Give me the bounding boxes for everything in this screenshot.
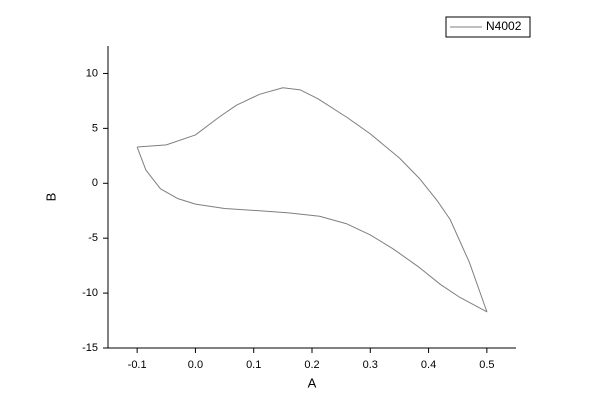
- legend-box: [445, 16, 531, 38]
- x-tick-label: 0.2: [304, 359, 319, 371]
- y-tick-label: 5: [92, 122, 98, 134]
- y-axis-label: B: [43, 193, 58, 202]
- x-tick-label: 0.1: [246, 359, 261, 371]
- y-tick-label: 0: [92, 177, 98, 189]
- y-tick-label: 10: [86, 67, 98, 79]
- x-tick-label: 0.4: [421, 359, 436, 371]
- data-line: [136, 87, 488, 313]
- y-tick-label: -15: [82, 342, 98, 354]
- x-tick-label: 0.0: [188, 359, 203, 371]
- legend-label: N4002: [486, 19, 522, 33]
- y-tick-label: -5: [88, 232, 98, 244]
- x-tick-label: 0.3: [363, 359, 378, 371]
- x-tick-label: -0.1: [128, 359, 147, 371]
- x-tick-label: 0.5: [479, 359, 494, 371]
- x-axis-label: A: [308, 375, 317, 390]
- y-tick-label: -10: [82, 287, 98, 299]
